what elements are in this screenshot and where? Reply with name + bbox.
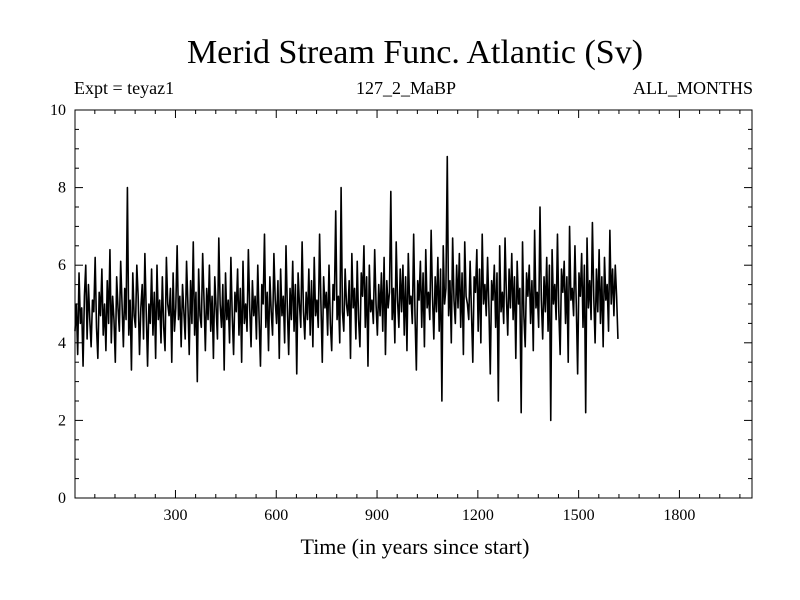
- series-line-0: [74, 155, 619, 422]
- months-label: ALL_MONTHS: [633, 78, 753, 98]
- y-tick-label-4: 4: [58, 335, 66, 352]
- x-tick-label-300: 300: [163, 507, 187, 524]
- axis-ticks: [75, 110, 752, 498]
- y-tick-label-2: 2: [58, 412, 66, 429]
- experiment-label: Expt = teyaz1: [74, 78, 175, 98]
- data-series: [74, 155, 619, 422]
- x-tick-label-1800: 1800: [663, 507, 695, 524]
- x-tick-label-1200: 1200: [462, 507, 494, 524]
- y-tick-label-8: 8: [58, 180, 66, 197]
- plot-frame: [74, 109, 753, 499]
- y-tick-label-10: 10: [50, 102, 66, 119]
- period-label: 127_2_MaBP: [356, 78, 457, 98]
- y-tick-label-0: 0: [58, 490, 66, 507]
- x-tick-label-900: 900: [365, 507, 389, 524]
- tick-labels: 300 600 900 1200 1500 1800 0 2 4 6 8 10: [50, 102, 695, 524]
- x-tick-label-600: 600: [264, 507, 288, 524]
- chart-title: Merid Stream Func. Atlantic (Sv): [186, 34, 644, 71]
- y-tick-label-6: 6: [58, 257, 66, 274]
- x-axis-label: Time (in years since start): [300, 534, 530, 559]
- x-tick-label-1500: 1500: [563, 507, 595, 524]
